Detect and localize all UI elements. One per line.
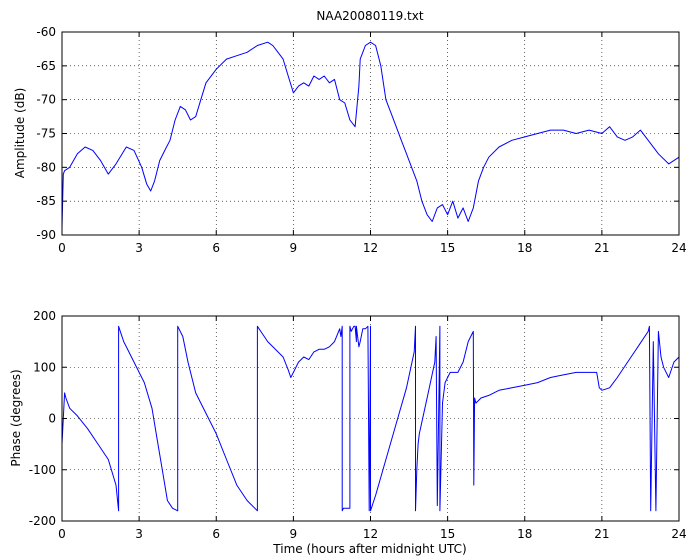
phase-series-line	[61, 325, 680, 512]
amplitude-series-line	[61, 41, 680, 229]
phase-x-tick-label: 18	[517, 527, 532, 541]
amplitude-x-tick-label: 24	[671, 241, 686, 255]
amplitude-x-tick-label: 18	[517, 241, 532, 255]
amplitude-plot-title: NAA20080119.txt	[316, 9, 423, 23]
phase-x-tick-label: 15	[440, 527, 455, 541]
phase-x-tick-label: 9	[290, 527, 298, 541]
amplitude-x-tick-label: 0	[58, 241, 66, 255]
amplitude-x-tick-label: 21	[594, 241, 609, 255]
phase-y-tick-label: 0	[48, 412, 56, 426]
amplitude-x-tick-label: 9	[290, 241, 298, 255]
amplitude-y-tick-label: -90	[36, 228, 56, 242]
phase-y-axis-label: Phase (degrees)	[9, 369, 23, 466]
amplitude-x-tick-label: 12	[363, 241, 378, 255]
phase-x-tick-label: 3	[135, 527, 143, 541]
amplitude-y-tick-label: -75	[36, 127, 56, 141]
phase-y-tick-label: 200	[33, 309, 56, 323]
amplitude-x-tick-label: 3	[135, 241, 143, 255]
phase-y-tick-label: -100	[29, 463, 56, 477]
amplitude-y-tick-label: -65	[36, 59, 56, 73]
amplitude-y-tick-label: -70	[36, 93, 56, 107]
phase-x-tick-label: 24	[671, 527, 686, 541]
phase-x-tick-label: 0	[58, 527, 66, 541]
amplitude-x-tick-label: 6	[212, 241, 220, 255]
amplitude-y-tick-label: -80	[36, 160, 56, 174]
amplitude-x-tick-label: 15	[440, 241, 455, 255]
phase-y-tick-label: 100	[33, 360, 56, 374]
phase-x-tick-label: 6	[212, 527, 220, 541]
amplitude-y-tick-label: -60	[36, 25, 56, 39]
phase-x-tick-label: 12	[363, 527, 378, 541]
phase-x-tick-label: 21	[594, 527, 609, 541]
phase-x-axis-label: Time (hours after midnight UTC)	[272, 542, 466, 556]
amplitude-y-axis-label: Amplitude (dB)	[13, 88, 27, 179]
amplitude-y-tick-label: -85	[36, 194, 56, 208]
phase-y-tick-label: -200	[29, 514, 56, 528]
